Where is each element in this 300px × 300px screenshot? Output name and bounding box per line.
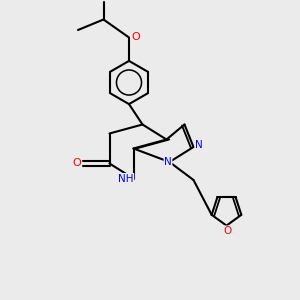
Text: NH: NH <box>118 173 134 184</box>
Text: N: N <box>164 157 172 167</box>
Text: O: O <box>73 158 82 169</box>
Text: O: O <box>224 226 232 236</box>
Text: N: N <box>195 140 203 150</box>
Text: O: O <box>131 32 140 43</box>
